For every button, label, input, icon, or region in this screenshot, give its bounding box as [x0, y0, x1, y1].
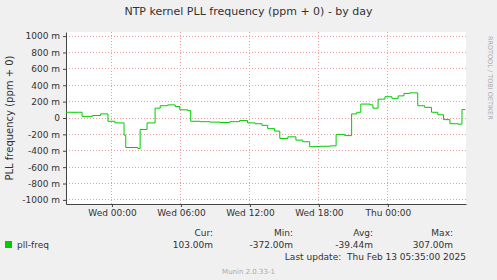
y-tick: 0	[54, 113, 66, 123]
legend-label: pll-freq	[17, 240, 49, 250]
x-tick-mark	[112, 204, 113, 207]
y-tick-label: -200 m	[28, 130, 60, 140]
y-grid-line	[66, 199, 466, 200]
y-tick: 800 m	[31, 48, 66, 58]
watermark: RRDTOOL / TOBI OETIKER	[486, 36, 494, 120]
y-grid-line	[66, 52, 466, 53]
y-tick-mark	[63, 184, 66, 185]
x-tick-label: Wed 18:00	[295, 208, 344, 218]
x-grid-line	[387, 32, 388, 204]
x-grid-line	[111, 32, 112, 204]
stat-value: -372.00m	[249, 240, 293, 250]
y-tick-mark	[63, 36, 66, 37]
grid	[66, 32, 466, 204]
stat-value: -39.44m	[335, 240, 373, 250]
last-update: Last update: Thu Feb 13 05:35:00 2025	[285, 252, 466, 262]
y-tick: 400 m	[31, 81, 66, 91]
x-tick-label: Wed 12:00	[226, 208, 275, 218]
footer: Munin 2.0.33-1	[222, 268, 275, 276]
x-tick-label: Thu 00:00	[364, 208, 411, 218]
y-tick-label: 600 m	[31, 64, 60, 74]
stat-value: 307.00m	[413, 240, 453, 250]
title: NTP kernel PLL frequency (ppm + 0) - by …	[124, 5, 373, 18]
y-tick-mark	[63, 52, 66, 53]
y-tick-mark	[63, 118, 66, 119]
y-tick-mark	[63, 85, 66, 86]
x-axis: Wed 00:00 Wed 06:00 Wed 12:00 Wed 18:00 Thu …	[67, 204, 467, 218]
y-tick-label: 1000 m	[25, 31, 60, 41]
x-tick-mark	[181, 204, 182, 207]
x-grid-line	[180, 32, 181, 204]
legend: Cur: Min: Avg: Max: pll-freq 103.00m -372.00m -…	[5, 228, 466, 262]
stat-label: Avg:	[353, 228, 373, 238]
background	[0, 0, 497, 280]
y-tick: -200 m	[28, 130, 66, 140]
stat-label: Min:	[274, 228, 293, 238]
stat-value: 103.00m	[173, 240, 213, 250]
y-tick-mark	[63, 69, 66, 70]
y-tick: -600 m	[28, 163, 66, 173]
x-grid-line	[249, 32, 250, 204]
y-tick: -800 m	[28, 179, 66, 189]
y-tick: 1000 m	[25, 31, 66, 41]
x-axis-line	[67, 204, 467, 205]
y-tick: -1000 m	[22, 195, 66, 205]
y-tick-mark	[63, 167, 66, 168]
legend-swatch	[5, 241, 12, 248]
series-line	[66, 93, 465, 149]
x-tick: Wed 18:00	[295, 204, 344, 218]
y-axis-title: PLL frequency (ppm + 0)	[4, 55, 15, 180]
y-tick-label: 400 m	[31, 81, 60, 91]
y-grid-line	[66, 85, 466, 86]
y-grid-line	[66, 118, 466, 119]
y-tick-label: 800 m	[31, 48, 60, 58]
plot-area	[66, 32, 466, 204]
x-tick: Thu 00:00	[364, 204, 411, 218]
y-axis: 1000 m 800 m 600 m 400 m 200 m 0 -200 m -400 m -…	[22, 31, 66, 205]
x-tick-mark	[319, 204, 320, 207]
stat-label: Cur:	[194, 228, 213, 238]
y-grid-line	[66, 167, 466, 168]
y-grid-line	[66, 150, 466, 151]
y-tick-mark	[63, 134, 66, 135]
y-tick-label: -400 m	[28, 146, 60, 156]
stat-label: Max:	[431, 228, 453, 238]
y-grid-line	[66, 36, 466, 37]
y-tick-label: 200 m	[31, 97, 60, 107]
y-tick-mark	[63, 151, 66, 152]
y-tick-label: 0	[54, 113, 60, 123]
y-grid-line	[66, 68, 466, 69]
y-tick-mark	[63, 102, 66, 103]
x-tick-label: Wed 00:00	[88, 208, 137, 218]
chart: NTP kernel PLL frequency (ppm + 0) - by …	[0, 0, 497, 280]
y-tick: -400 m	[28, 146, 66, 156]
x-grid-line	[318, 32, 319, 204]
series-group	[66, 93, 465, 149]
x-tick-mark	[388, 204, 389, 207]
x-tick-mark	[250, 204, 251, 207]
y-tick: 600 m	[31, 64, 66, 74]
x-tick-label: Wed 06:00	[157, 208, 206, 218]
x-tick: Wed 00:00	[88, 204, 137, 218]
x-tick: Wed 06:00	[157, 204, 206, 218]
y-grid-line	[66, 183, 466, 184]
y-tick-mark	[63, 200, 66, 201]
y-tick-label: -600 m	[28, 163, 60, 173]
y-axis-line	[66, 33, 67, 205]
y-tick-label: -800 m	[28, 179, 60, 189]
y-tick: 200 m	[31, 97, 66, 107]
y-grid-line	[66, 101, 466, 102]
x-tick: Wed 12:00	[226, 204, 275, 218]
y-tick-label: -1000 m	[22, 195, 60, 205]
